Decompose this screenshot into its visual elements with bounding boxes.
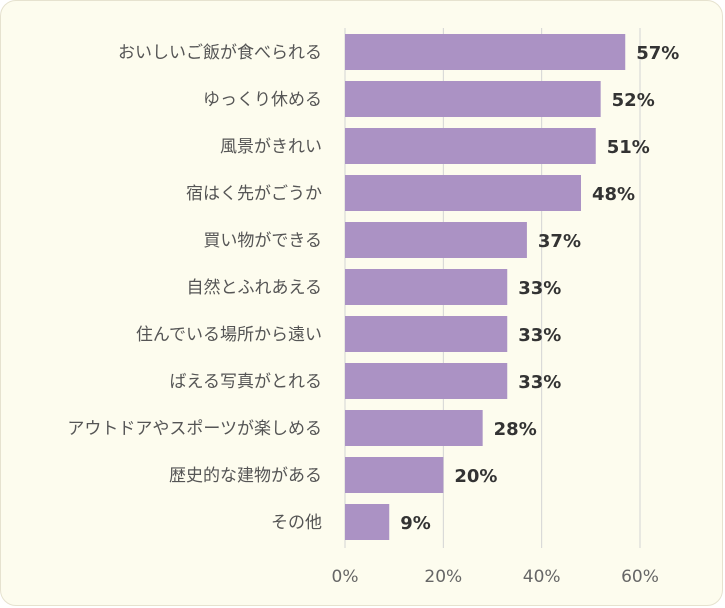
- category-label: その他: [271, 513, 322, 533]
- category-label: ゆっくり休める: [203, 90, 322, 110]
- bar: [345, 128, 596, 164]
- value-label: 52%: [612, 90, 655, 111]
- bar: [345, 34, 626, 70]
- category-labels: おいしいご飯が食べられるゆっくり休める風景がきれい宿はく先がごうか買い物ができる…: [67, 43, 322, 533]
- x-axis-ticks: 0% 20% 40% 60%: [332, 567, 659, 587]
- value-label: 33%: [518, 278, 561, 299]
- value-label: 28%: [494, 419, 537, 440]
- x-tick-label: 20%: [424, 567, 462, 587]
- category-label: 住んでいる場所から遠い: [136, 325, 322, 345]
- category-label: おいしいご飯が食べられる: [118, 43, 322, 63]
- value-label: 37%: [538, 231, 581, 252]
- category-label: 買い物ができる: [203, 231, 322, 251]
- category-label: 風景がきれい: [220, 137, 322, 157]
- category-label: 歴史的な建物がある: [169, 466, 322, 486]
- value-labels: 57% 52% 51% 48% 37% 33% 33% 33% 28% 20% 9%: [400, 43, 679, 534]
- bar: [345, 457, 444, 493]
- bar: [345, 316, 508, 352]
- bar: [345, 410, 483, 446]
- x-tick-label: 60%: [621, 567, 659, 587]
- bar: [345, 222, 527, 258]
- value-label: 48%: [592, 184, 635, 205]
- bars: [345, 34, 626, 540]
- bar: [345, 504, 390, 540]
- bar: [345, 81, 601, 117]
- value-label: 33%: [518, 372, 561, 393]
- bar: [345, 269, 508, 305]
- bar: [345, 363, 508, 399]
- category-label: ばえる写真がとれる: [170, 372, 323, 392]
- category-label: アウトドアやスポーツが楽しめる: [67, 419, 322, 439]
- x-tick-label: 0%: [332, 567, 359, 587]
- bar: [345, 175, 581, 211]
- value-label: 20%: [454, 466, 497, 487]
- value-label: 57%: [636, 43, 679, 64]
- value-label: 33%: [518, 325, 561, 346]
- value-label: 9%: [400, 513, 431, 534]
- category-label: 宿はく先がごうか: [186, 184, 322, 204]
- category-label: 自然とふれあえる: [187, 278, 323, 298]
- value-label: 51%: [607, 137, 650, 158]
- x-tick-label: 40%: [523, 567, 561, 587]
